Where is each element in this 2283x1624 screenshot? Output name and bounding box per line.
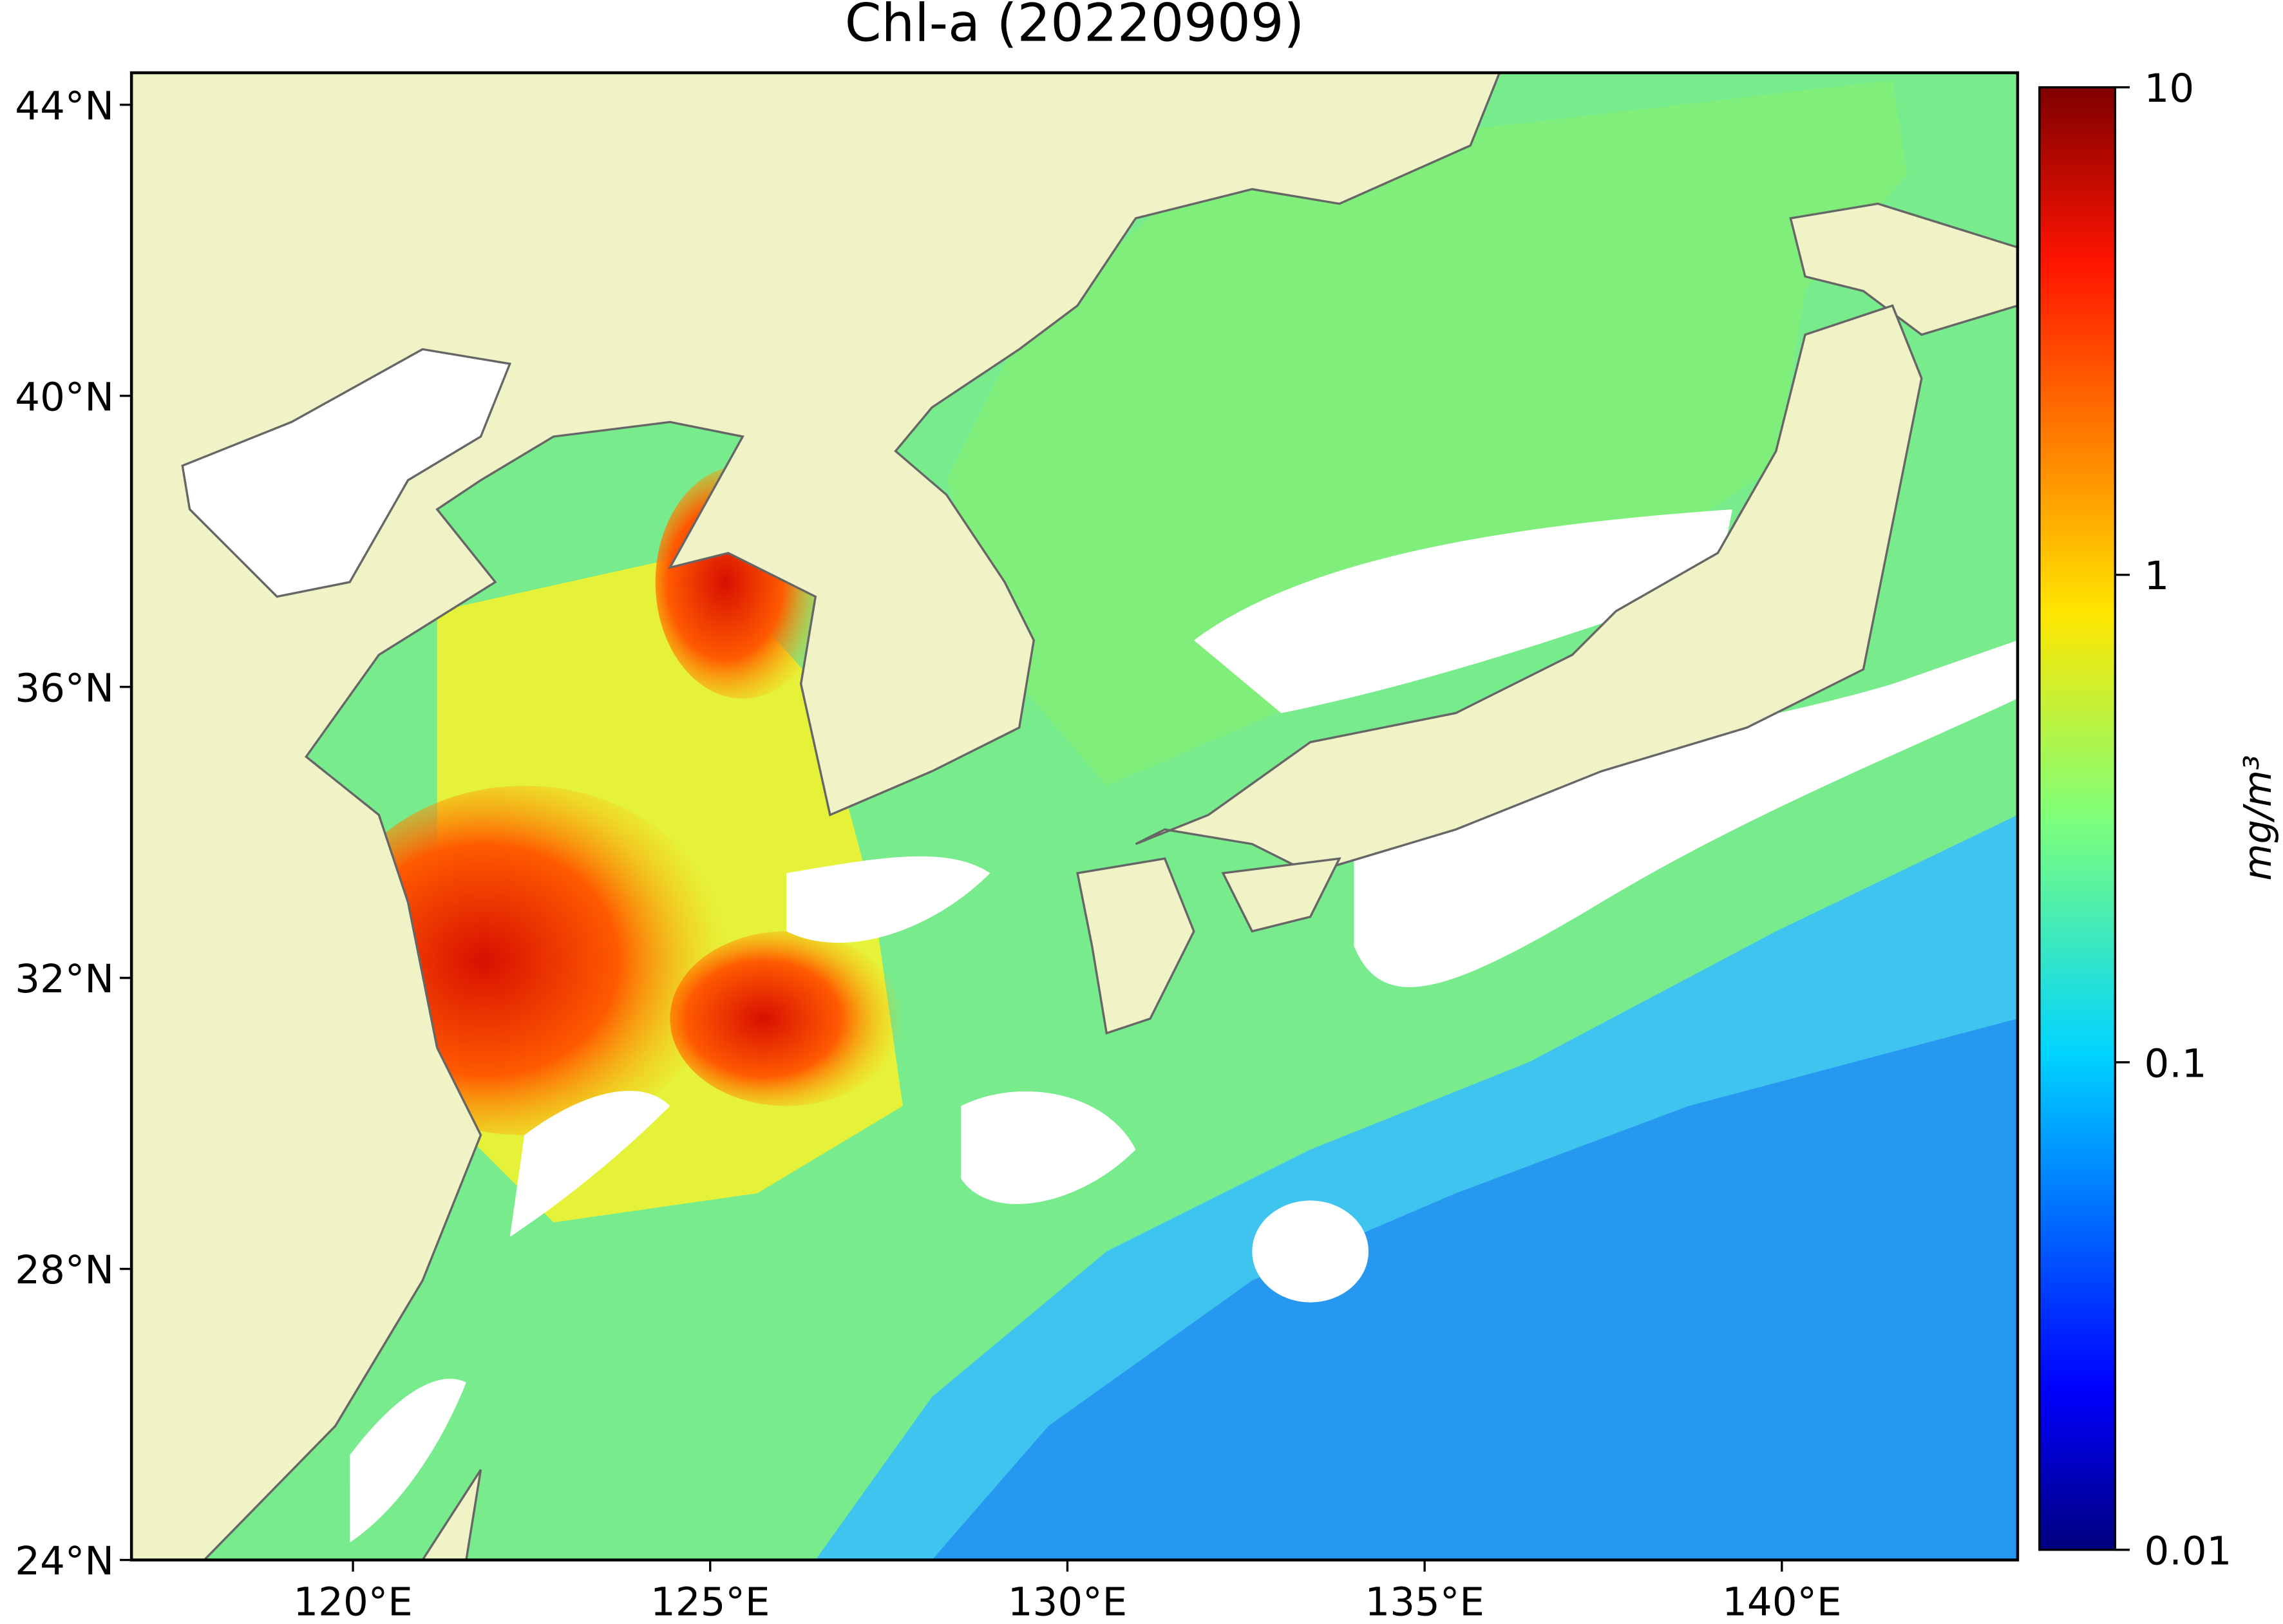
x-tick-label: 130°E <box>1008 1579 1127 1624</box>
y-tick-label: 44°N <box>15 83 114 129</box>
y-tick-label: 28°N <box>15 1247 114 1293</box>
y-tick-label: 24°N <box>15 1538 114 1584</box>
colorbar <box>2038 86 2117 1551</box>
high-chl-red <box>670 931 903 1106</box>
colorbar-tick-label: 10 <box>2145 66 2195 111</box>
land <box>131 72 2018 1560</box>
y-tick-label: 32°N <box>15 956 114 1002</box>
y-tick-label: 40°N <box>15 374 114 420</box>
colorbar-tick-label: 0.1 <box>2145 1041 2207 1086</box>
sea-of-japan <box>946 80 1908 786</box>
y-tick-label: 36°N <box>15 665 114 711</box>
colorbar-label: mg/m³ <box>2235 755 2280 880</box>
x-tick-label: 125°E <box>650 1579 770 1624</box>
map <box>131 72 2018 1560</box>
colorbar-tick-label: 0.01 <box>2145 1528 2232 1574</box>
cloud <box>350 509 2018 1543</box>
x-tick-label: 135°E <box>1365 1579 1484 1624</box>
plot-frame <box>129 71 2020 1562</box>
chart-title: Chl-a (20220909) <box>845 0 1305 53</box>
x-tick-label: 140°E <box>1722 1579 1841 1624</box>
ocean-lowest <box>932 1018 2018 1560</box>
x-tick-label: 120°E <box>293 1579 412 1624</box>
colorbar-tick-label: 1 <box>2145 553 2170 599</box>
